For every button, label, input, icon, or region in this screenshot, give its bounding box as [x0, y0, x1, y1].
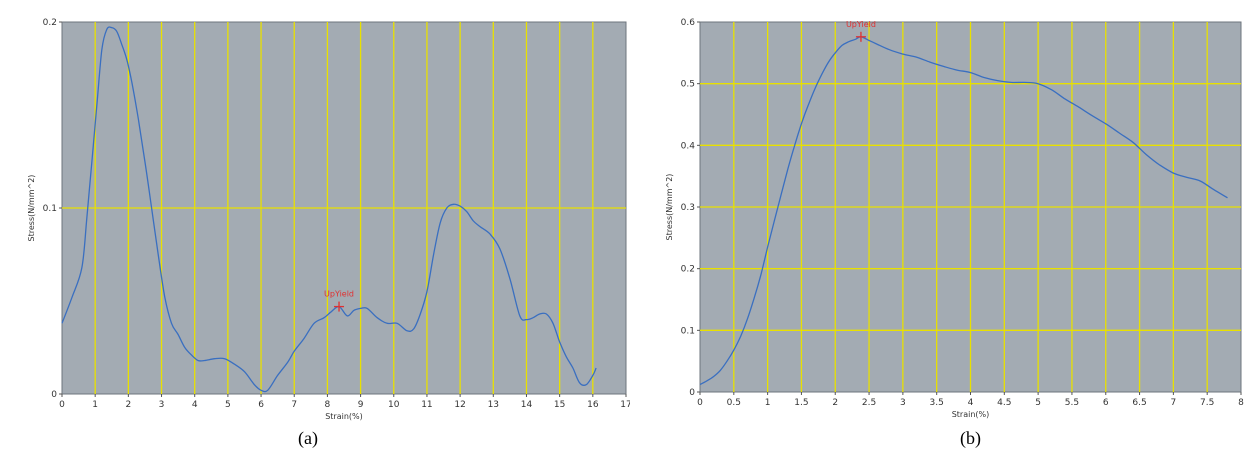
chart-b-svg: 0 0.5 1 1.5 2 2.5 3 3.5 4 4.5 5 5.5 6 6.5 7 7.5 8 0 0.1 0.2…: [665, 18, 1244, 419]
chart-a-xtick-label: 16: [587, 400, 599, 410]
chart-b-series: [699, 36, 1228, 386]
chart-b-ytick-label: 0.1: [681, 326, 695, 336]
chart-b-xtick-label: 7: [1171, 398, 1177, 408]
chart-b-xtick-label: 8: [1238, 398, 1244, 408]
chart-a-xtick-label: 2: [125, 400, 131, 410]
panel-a-caption: (a): [298, 428, 318, 448]
chart-a-xtick-label: 4: [192, 400, 198, 410]
chart-b-ytick-label: 0: [689, 388, 695, 398]
chart-b-series-line: [699, 36, 1228, 386]
chart-b-xtick-label: 6.5: [1132, 398, 1146, 408]
chart-a-ytick-label: 0: [51, 390, 57, 400]
chart-a-ytick-label: 0.2: [43, 18, 57, 28]
chart-b-marker-label: UpYield: [846, 20, 876, 29]
chart-b-ytick-label: 0.3: [681, 203, 695, 213]
chart-b-grid: [700, 22, 1241, 392]
chart-a-xlabel: Strain(%): [325, 412, 363, 421]
chart-a-marker: UpYield: [324, 290, 354, 312]
chart-b-xtick-label: 4.5: [997, 398, 1011, 408]
chart-a-xtick-label: 14: [521, 400, 533, 410]
chart-a-xtick-label: 6: [258, 400, 264, 410]
chart-b-marker: UpYield: [846, 20, 876, 42]
chart-a-ylabel: Stress(N/mm^2): [27, 175, 36, 242]
chart-b-xtick-label: 3.5: [930, 398, 944, 408]
chart-b-ytick-label: 0.6: [681, 18, 696, 28]
chart-a-xtick-label: 3: [159, 400, 165, 410]
chart-a-xtick-label: 13: [488, 400, 499, 410]
chart-b-ylabel: Stress(N/mm^2): [665, 174, 674, 241]
chart-b-xtick-label: 1.5: [794, 398, 808, 408]
chart-b-xtick-label: 5: [1035, 398, 1041, 408]
chart-a-xtick-label: 0: [59, 400, 65, 410]
chart-a-xtick-label: 1: [92, 400, 98, 410]
chart-a-xtick-label: 10: [388, 400, 400, 410]
chart-a-xtick-label: 8: [325, 400, 331, 410]
chart-b-xtick-label: 1: [765, 398, 771, 408]
panel-b-caption: (b): [960, 428, 981, 448]
chart-b-xtick-label: 2: [832, 398, 838, 408]
chart-b-ytick-label: 0.4: [681, 141, 696, 151]
chart-a-series-line: [61, 26, 597, 393]
chart-a-marker-label: UpYield: [324, 290, 354, 299]
chart-b-xtick-label: 6: [1103, 398, 1109, 408]
chart-a-xtick-label: 9: [358, 400, 364, 410]
chart-b-xtick-label: 3: [900, 398, 906, 408]
chart-b-ytick-label: 0.5: [681, 80, 695, 90]
chart-b-xtick-label: 5.5: [1065, 398, 1079, 408]
chart-b-xtick-label: 0: [697, 398, 703, 408]
chart-a-grid: [62, 22, 626, 394]
chart-a-ytick-label: 0.1: [43, 204, 57, 214]
chart-b-xlabel: Strain(%): [952, 410, 990, 419]
chart-a-xtick-label: 17: [620, 400, 630, 410]
chart-panel-b: 0 0.5 1 1.5 2 2.5 3 3.5 4 4.5 5 5.5 6 6.5 7 7.5 8 0 0.1 0.2…: [632, 0, 1251, 455]
chart-b-ytick-label: 0.2: [681, 265, 695, 275]
chart-b-xtick-label: 4: [968, 398, 974, 408]
chart-a-xtick-label: 12: [454, 400, 465, 410]
chart-b-axes: 0 0.5 1 1.5 2 2.5 3 3.5 4 4.5 5 5.5 6 6.5 7 7.5 8 0 0.1 0.2…: [681, 18, 1244, 408]
chart-a-xtick-label: 11: [421, 400, 432, 410]
chart-a-xtick-label: 15: [554, 400, 565, 410]
chart-a-xtick-label: 7: [291, 400, 297, 410]
chart-b-xtick-label: 0.5: [727, 398, 741, 408]
chart-a-xtick-label: 5: [225, 400, 231, 410]
chart-b-xtick-label: 7.5: [1200, 398, 1214, 408]
chart-b-xtick-label: 2.5: [862, 398, 876, 408]
chart-a-series: [61, 26, 597, 393]
chart-panel-a: 0 1 2 3 4 5 6 7 8 9 10 11 12 13 14 15 16 17 0 0.1 0.2 UpYiel…: [0, 0, 632, 455]
